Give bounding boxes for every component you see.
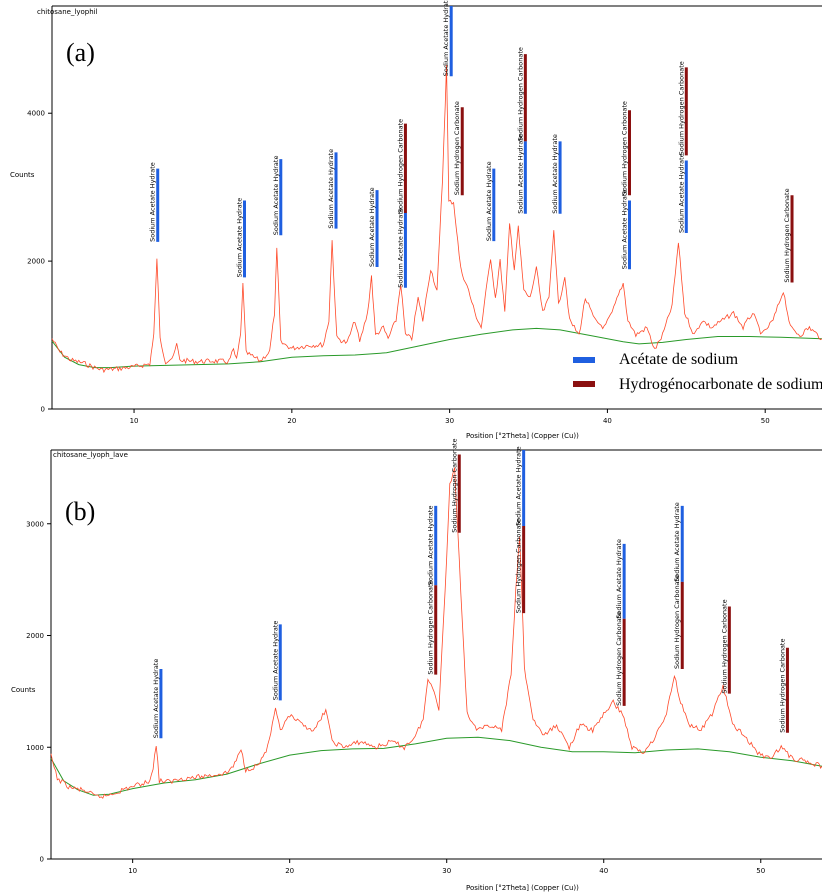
ylabel-b: Counts <box>11 686 36 694</box>
phase-marker-label-a: Sodium Acetate Hydrate <box>621 190 629 270</box>
phase-marker-label-a: Sodium Acetate Hydrate <box>236 198 244 278</box>
phase-marker-label-b: Sodium Hydrogen Carbonate <box>720 599 728 693</box>
phase-marker-label-b: Sodium Acetate Hydrate <box>152 659 160 739</box>
phase-marker-label-b: Sodium Hydrogen Carbonate <box>779 639 787 733</box>
panel-label-b: (b) <box>65 497 95 526</box>
y-tick-label-b: 3000 <box>26 520 44 528</box>
phase-marker-label-a: Sodium Hydrogen Carbonate <box>396 119 404 213</box>
phase-marker-label-a: Sodium Hydrogen Carbonate <box>621 101 629 195</box>
phase-marker-label-a: Sodium Acetate Hydrate <box>368 187 376 267</box>
phase-marker-label-b: Sodium Acetate Hydrate <box>673 502 681 582</box>
phase-marker-label-a: Sodium Acetate Hydrate <box>396 208 404 288</box>
sample-name-b: chitosane_lyoph_lave <box>53 451 128 459</box>
phase-marker-label-a: Sodium Hydrogen Carbonate <box>453 101 461 195</box>
diffractogram-trace-b <box>50 467 822 799</box>
diffractogram-trace-a <box>51 64 822 374</box>
phase-marker-label-b: Sodium Hydrogen Carbonate <box>450 439 458 533</box>
legend-swatch-carbonate <box>573 381 595 387</box>
phase-marker-label-b: Sodium Hydrogen Carbonate <box>515 519 523 613</box>
phase-marker-label-b: Sodium Hydrogen Carbonate <box>427 580 435 674</box>
y-tick-label-a: 0 <box>41 406 45 414</box>
phase-marker-label-b: Sodium Acetate Hydrate <box>427 506 435 586</box>
phase-marker-label-a: Sodium Acetate Hydrate <box>516 134 524 214</box>
x-tick-label-a: 40 <box>603 417 612 425</box>
x-tick-label-b: 30 <box>442 867 451 875</box>
x-tick-label-b: 50 <box>756 867 765 875</box>
phase-marker-label-a: Sodium Acetate Hydrate <box>272 156 280 236</box>
x-tick-label-a: 50 <box>761 417 770 425</box>
phase-marker-label-b: Sodium Hydrogen Carbonate <box>673 575 681 669</box>
sample-name-a: chitosane_lyophil <box>37 8 98 16</box>
x-tick-label-b: 10 <box>128 867 137 875</box>
x-tick-label-b: 40 <box>599 867 608 875</box>
ylabel-a: Counts <box>10 171 35 179</box>
phase-marker-label-a: Sodium Hydrogen Carbonate <box>516 47 524 141</box>
phase-marker-label-a: Sodium Acetate Hydrate <box>677 153 685 233</box>
phase-marker-label-a: Sodium Acetate Hydrate <box>149 162 157 242</box>
phase-marker-label-a: Sodium Acetate Hydrate <box>551 134 559 214</box>
y-tick-label-b: 2000 <box>26 632 44 640</box>
phase-marker-label-b: Sodium Hydrogen Carbonate <box>615 612 623 706</box>
legend-label-acetate: Acétate de sodium <box>619 351 739 368</box>
phase-marker-label-a: Sodium Acetate Hydrate <box>485 161 493 241</box>
x-tick-label-a: 10 <box>130 417 139 425</box>
phase-marker-label-a: Sodium Hydrogen Carbonate <box>783 188 791 282</box>
x-tick-label-a: 30 <box>445 417 454 425</box>
xlabel-a: Position [°2Theta] (Copper (Cu)) <box>466 432 579 440</box>
legend-swatch-acetate <box>573 357 595 363</box>
legend-label-carbonate: Hydrogénocarbonate de sodium <box>619 376 822 393</box>
phase-marker-label-b: Sodium Acetate Hydrate <box>615 539 623 619</box>
panel-label-a: (a) <box>66 38 95 67</box>
phase-marker-label-a: Sodium Acetate Hydrate <box>442 0 450 76</box>
phase-marker-label-b: Sodium Acetate Hydrate <box>515 446 523 526</box>
phase-marker-label-b: Sodium Acetate Hydrate <box>271 621 279 701</box>
y-tick-label-a: 2000 <box>27 258 45 266</box>
y-tick-label-b: 0 <box>40 856 44 864</box>
phase-marker-label-a: Sodium Hydrogen Carbonate <box>677 61 685 155</box>
background-baseline-a <box>51 327 822 369</box>
y-tick-label-a: 4000 <box>27 110 45 118</box>
xlabel-b: Position [°2Theta] (Copper (Cu)) <box>466 884 579 892</box>
x-tick-label-a: 20 <box>287 417 296 425</box>
y-tick-label-b: 1000 <box>26 744 44 752</box>
phase-marker-label-a: Sodium Acetate Hydrate <box>327 149 335 229</box>
x-tick-label-b: 20 <box>285 867 294 875</box>
